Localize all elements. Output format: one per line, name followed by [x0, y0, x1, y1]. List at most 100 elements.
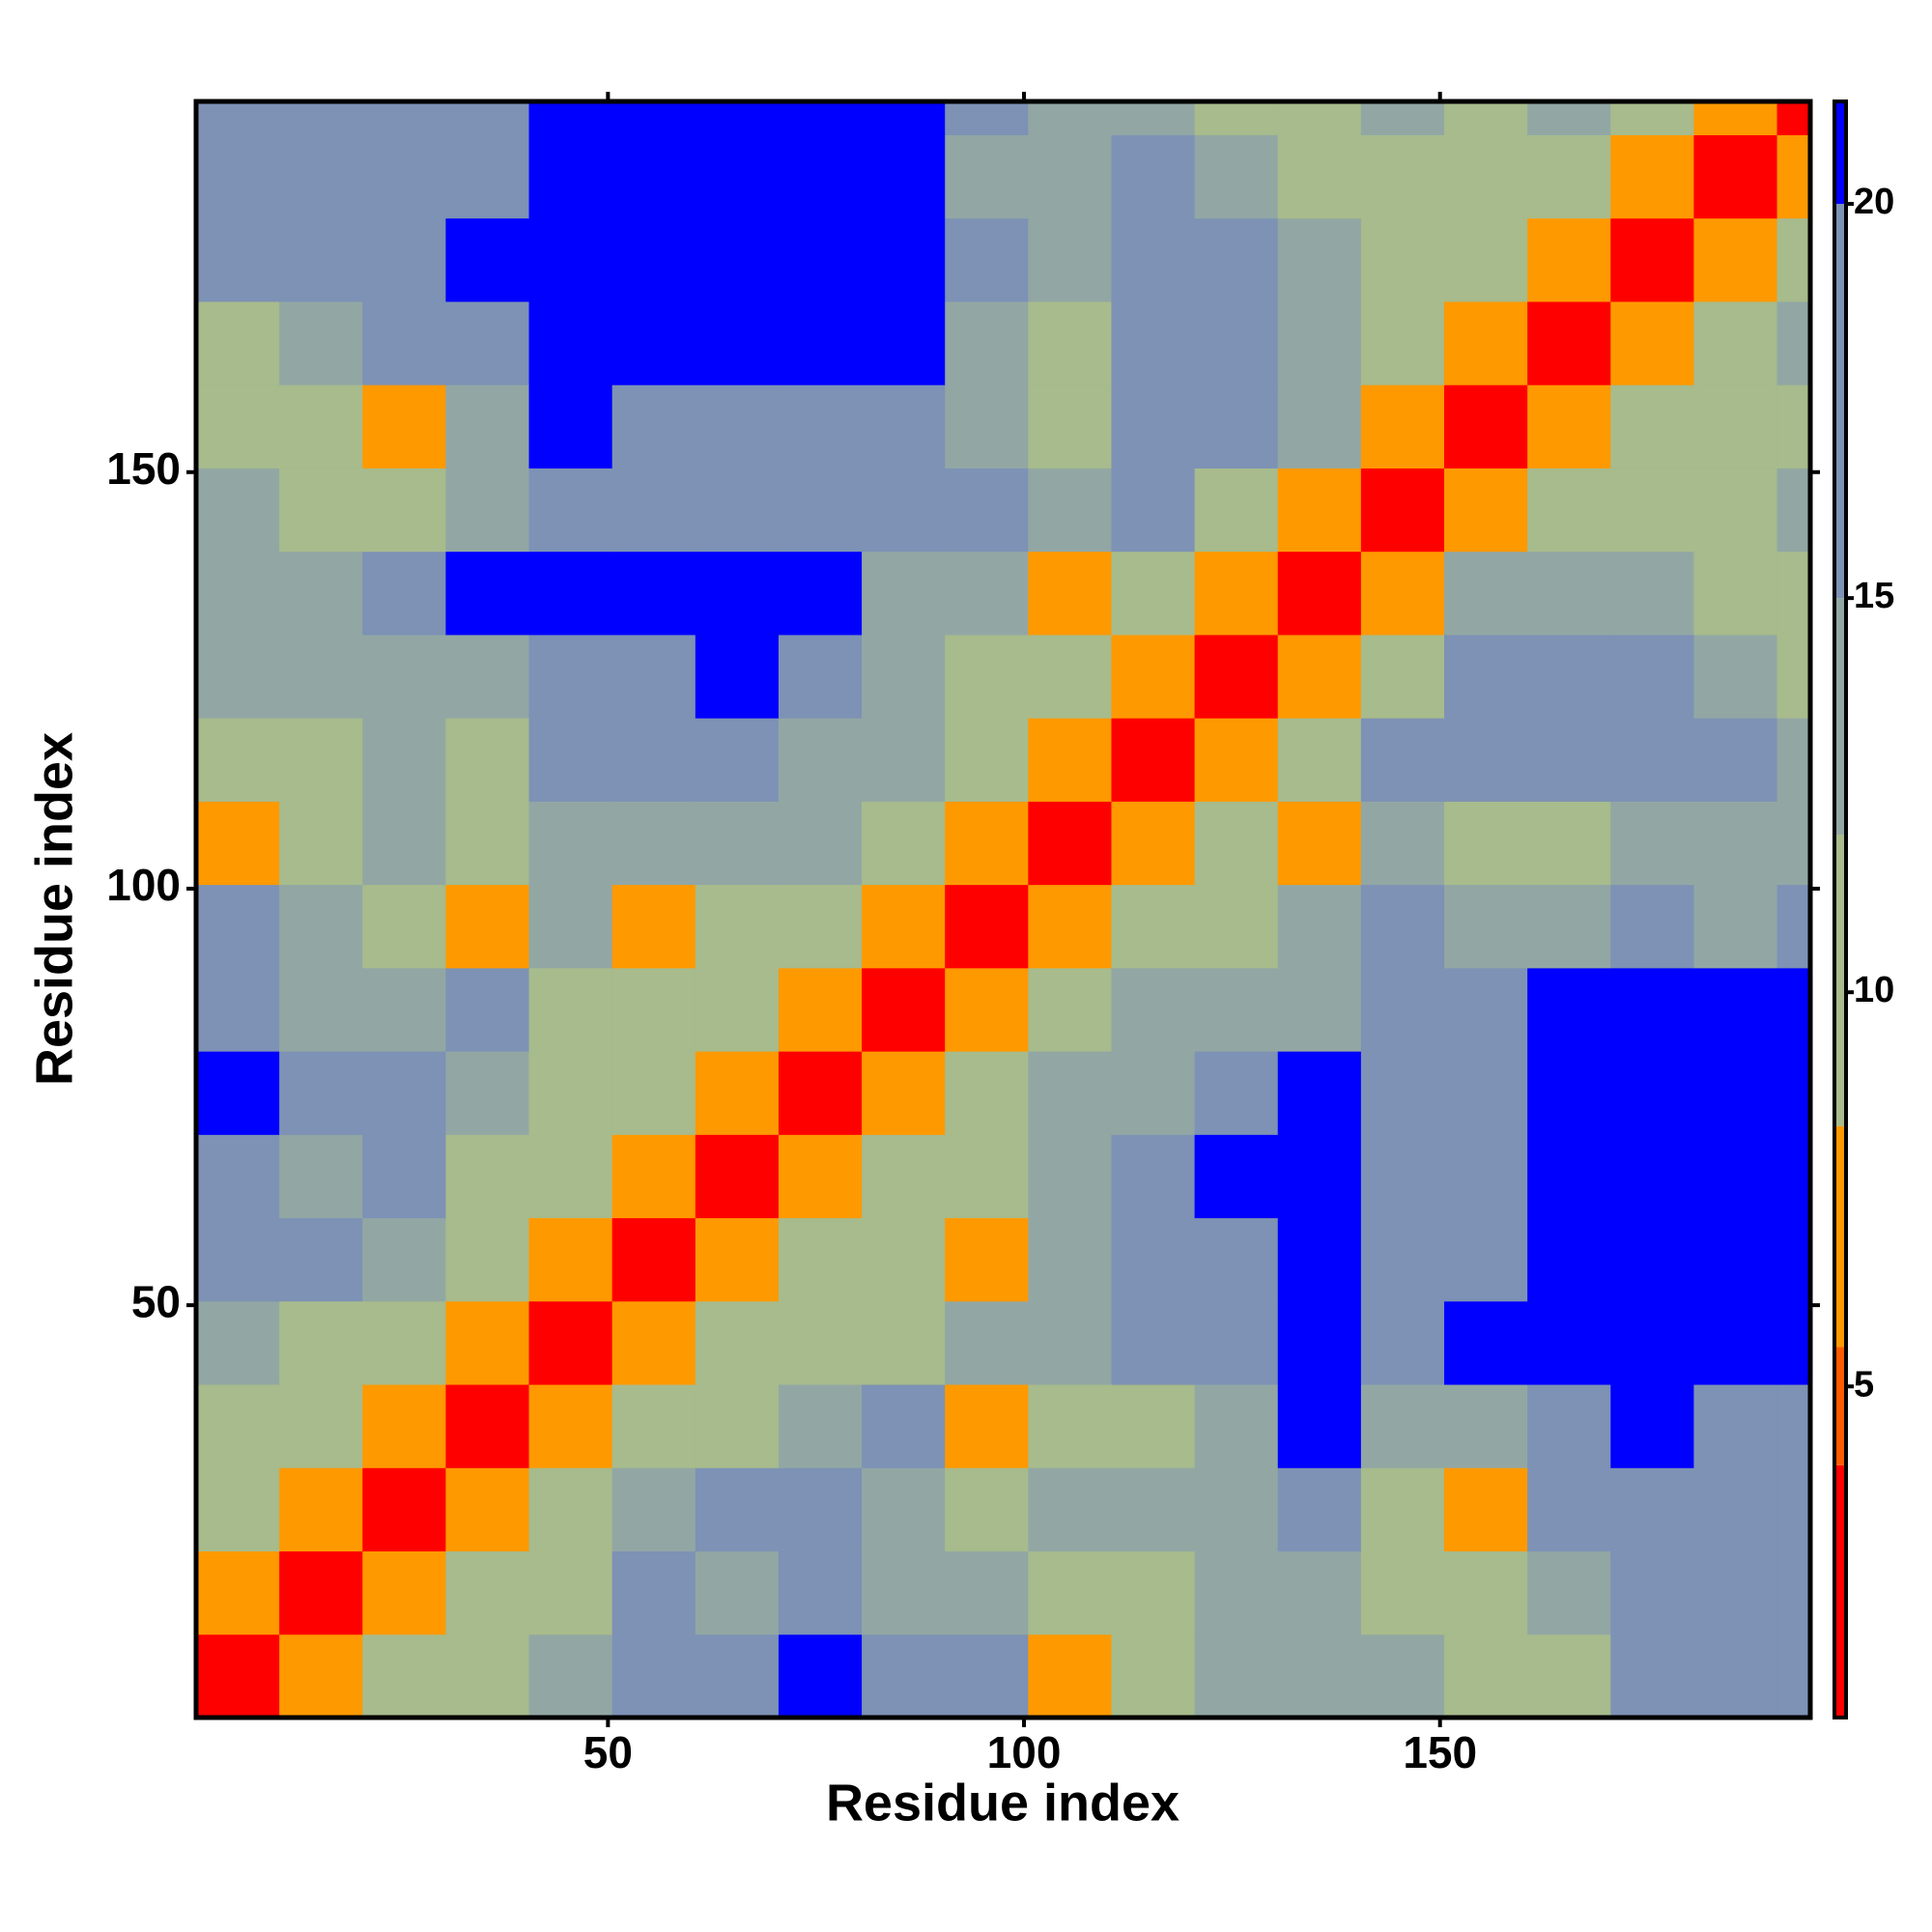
heatmap-cell: [1693, 1550, 1778, 1635]
heatmap-cell: [778, 101, 863, 135]
heatmap-cell: [1444, 801, 1528, 886]
heatmap-cell: [445, 1550, 530, 1635]
heatmap-cell: [1194, 1550, 1279, 1635]
heatmap-cell: [279, 718, 363, 802]
heatmap-cell: [1277, 884, 1362, 969]
heatmap-cell: [445, 1300, 530, 1385]
heatmap-cell: [1693, 967, 1778, 1052]
heatmap-cell: [1776, 718, 1811, 802]
heatmap-cell: [945, 551, 1029, 636]
heatmap-cell: [1693, 634, 1778, 719]
heatmap-cell: [196, 384, 280, 469]
heatmap-cell: [611, 384, 696, 469]
heatmap-cell: [1028, 1217, 1112, 1302]
heatmap-cell: [362, 1300, 446, 1385]
heatmap-cell: [1776, 1051, 1811, 1135]
heatmap-cell: [695, 801, 780, 886]
heatmap-cell: [528, 1634, 613, 1719]
heatmap-cell: [1776, 1217, 1811, 1302]
heatmap-cell: [196, 718, 280, 802]
heatmap-cell: [528, 1051, 613, 1135]
heatmap-cell: [778, 718, 863, 802]
heatmap-cell: [778, 634, 863, 719]
heatmap-cell: [1111, 718, 1196, 802]
heatmap-cell: [1028, 1384, 1112, 1468]
heatmap-cell: [611, 468, 696, 553]
heatmap-cell: [695, 551, 780, 636]
heatmap-cell: [1277, 468, 1362, 553]
heatmap-cell: [1444, 1634, 1528, 1719]
heatmap-cell: [1527, 1550, 1611, 1635]
heatmap-cell: [1693, 384, 1778, 469]
heatmap-cell: [1444, 1467, 1528, 1552]
heatmap-cell: [778, 551, 863, 636]
heatmap-cell: [362, 718, 446, 802]
heatmap-cell: [362, 217, 446, 302]
heatmap-cell: [778, 801, 863, 886]
heatmap-cell: [1444, 1300, 1528, 1385]
heatmap-cell: [1610, 551, 1694, 636]
heatmap-cell: [1360, 884, 1445, 969]
heatmap-cell: [445, 1634, 530, 1719]
heatmap-cell: [528, 217, 613, 302]
heatmap-cell: [1277, 1051, 1362, 1135]
heatmap-cell: [362, 1467, 446, 1552]
heatmap-cell: [695, 468, 780, 553]
heatmap-cell: [1444, 134, 1528, 219]
heatmap-cell: [778, 884, 863, 969]
heatmap-cell: [196, 1467, 280, 1552]
heatmap-cell: [611, 634, 696, 719]
heatmap-cell: [862, 468, 946, 553]
heatmap-cell: [611, 1550, 696, 1635]
heatmap-cell: [778, 384, 863, 469]
heatmap-cell: [778, 1550, 863, 1635]
heatmap-cell: [778, 1051, 863, 1135]
y-axis-title: Residue index: [25, 732, 83, 1086]
heatmap-cell: [279, 1217, 363, 1302]
heatmap-cell: [1277, 551, 1362, 636]
heatmap-cell: [1527, 101, 1611, 135]
heatmap-cell: [1277, 1217, 1362, 1302]
heatmap-cell: [1111, 1634, 1196, 1719]
heatmap-cell: [945, 101, 1029, 135]
heatmap-cell: [695, 384, 780, 469]
heatmap-cell: [1360, 300, 1445, 385]
heatmap-cell: [1111, 801, 1196, 886]
heatmap-cell: [778, 1300, 863, 1385]
heatmap-cell: [1610, 1134, 1694, 1219]
heatmap-cell: [1693, 134, 1778, 219]
heatmap-cell: [1527, 801, 1611, 886]
heatmap-cell: [445, 967, 530, 1052]
heatmap-cell: [445, 101, 530, 135]
heatmap-cell: [1111, 1134, 1196, 1219]
heatmap-cell: [1693, 1300, 1778, 1385]
heatmap-cell: [1360, 1634, 1445, 1719]
heatmap-cell: [1028, 468, 1112, 553]
heatmap-cell: [862, 1051, 946, 1135]
heatmap-cell: [1028, 634, 1112, 719]
heatmap-cell: [362, 884, 446, 969]
heatmap-cell: [1444, 1217, 1528, 1302]
heatmap-cell: [945, 1550, 1029, 1635]
heatmap-cell: [279, 468, 363, 553]
heatmap-cell: [1360, 468, 1445, 553]
heatmap-cell: [1111, 884, 1196, 969]
heatmap-cell: [1693, 468, 1778, 553]
heatmap-cell: [1194, 801, 1279, 886]
heatmap-cell: [611, 884, 696, 969]
heatmap-cell: [279, 884, 363, 969]
heatmap-cell: [1194, 1217, 1279, 1302]
heatmap-cell: [1111, 468, 1196, 553]
heatmap-cell: [362, 1634, 446, 1719]
heatmap-cell: [362, 1384, 446, 1468]
heatmap-cell: [1444, 101, 1528, 135]
heatmap-cell: [1194, 101, 1279, 135]
heatmap-cell: [528, 300, 613, 385]
heatmap-cell: [1610, 1051, 1694, 1135]
colorbar-segment: [1834, 598, 1846, 835]
heatmap-cell: [362, 300, 446, 385]
heatmap-cell: [445, 217, 530, 302]
heatmap-cell: [695, 1051, 780, 1135]
heatmap-cell: [1610, 1634, 1694, 1719]
heatmap-cell: [528, 134, 613, 219]
